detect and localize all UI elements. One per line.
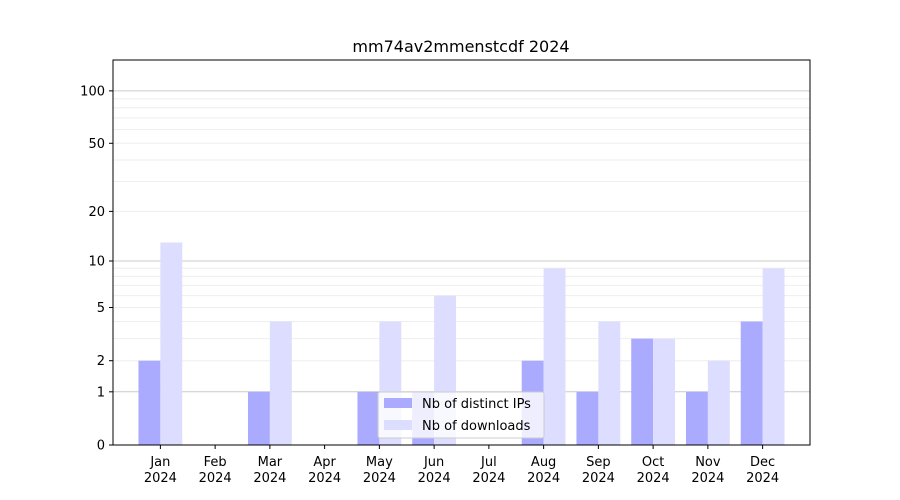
x-tick-label: Aug 2024 xyxy=(527,455,560,486)
legend-swatch-ips xyxy=(384,398,412,408)
legend: Nb of distinct IPs Nb of downloads xyxy=(377,391,545,439)
bar-ips xyxy=(357,391,380,445)
legend-box xyxy=(377,391,545,439)
y-axis: 0 1 2 5 10 20 50 100 xyxy=(80,84,113,454)
bar-downloads xyxy=(762,268,785,445)
y-tick-label: 2 xyxy=(97,354,105,369)
bar-ips xyxy=(631,338,654,445)
y-tick-label: 5 xyxy=(97,301,105,316)
plot-frame xyxy=(112,59,811,446)
x-tick-label: Nov 2024 xyxy=(691,455,724,486)
y-tick-label: 10 xyxy=(88,254,105,269)
y-tick-label: 100 xyxy=(80,84,105,99)
legend-label-ips: Nb of distinct IPs xyxy=(422,397,531,412)
bar-downloads xyxy=(543,268,566,445)
bar-ips xyxy=(247,391,270,445)
bar-downloads xyxy=(707,360,730,445)
chart-title: mm74av2mmenstcdf 2024 xyxy=(352,37,569,56)
x-tick-label: Jun 2024 xyxy=(418,455,451,486)
bar-downloads xyxy=(598,321,621,445)
bar-downloads xyxy=(269,321,292,445)
bar-ips xyxy=(740,321,763,445)
bar-downloads xyxy=(653,338,676,445)
x-tick-label: Oct 2024 xyxy=(637,455,670,486)
x-tick-label: Jul 2024 xyxy=(472,455,505,486)
grid xyxy=(113,90,810,393)
y-tick-label: 0 xyxy=(97,439,105,454)
y-tick-label: 50 xyxy=(88,137,105,152)
legend-label-downloads: Nb of downloads xyxy=(422,419,531,434)
x-tick-label: Dec 2024 xyxy=(746,455,779,486)
legend-swatch-downloads xyxy=(384,420,412,430)
y-tick-label: 20 xyxy=(88,205,105,220)
x-axis: Jan 2024 Feb 2024 Mar 2024 Apr 2024 May 2024 Jun 20… xyxy=(144,445,779,486)
bar-ips xyxy=(685,391,708,445)
x-tick-label: Feb 2024 xyxy=(199,455,232,486)
x-tick-label: Mar 2024 xyxy=(253,455,286,486)
y-tick-label: 1 xyxy=(97,385,105,400)
x-tick-label: Apr 2024 xyxy=(308,455,341,486)
bar-ips xyxy=(576,391,599,445)
x-tick-label: Sep 2024 xyxy=(582,455,615,486)
bar-ips xyxy=(138,360,161,445)
bar-downloads xyxy=(160,242,183,445)
x-tick-label: Jan 2024 xyxy=(144,455,177,486)
x-tick-label: May 2024 xyxy=(363,455,396,486)
